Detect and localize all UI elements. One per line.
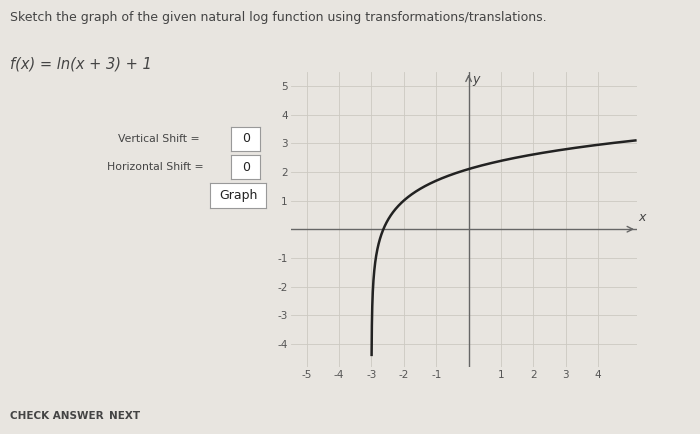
Text: 0: 0: [241, 132, 250, 145]
Text: Graph: Graph: [219, 189, 257, 202]
Text: Vertical Shift =: Vertical Shift =: [118, 134, 200, 144]
Text: f(x) = ln(x + 3) + 1: f(x) = ln(x + 3) + 1: [10, 56, 153, 72]
Text: CHECK ANSWER: CHECK ANSWER: [10, 411, 104, 421]
Text: x: x: [638, 211, 646, 224]
Text: y: y: [473, 73, 480, 86]
Text: 0: 0: [241, 161, 250, 174]
Text: Sketch the graph of the given natural log function using transformations/transla: Sketch the graph of the given natural lo…: [10, 11, 547, 24]
Text: Horizontal Shift =: Horizontal Shift =: [107, 162, 204, 172]
Text: NEXT: NEXT: [108, 411, 139, 421]
